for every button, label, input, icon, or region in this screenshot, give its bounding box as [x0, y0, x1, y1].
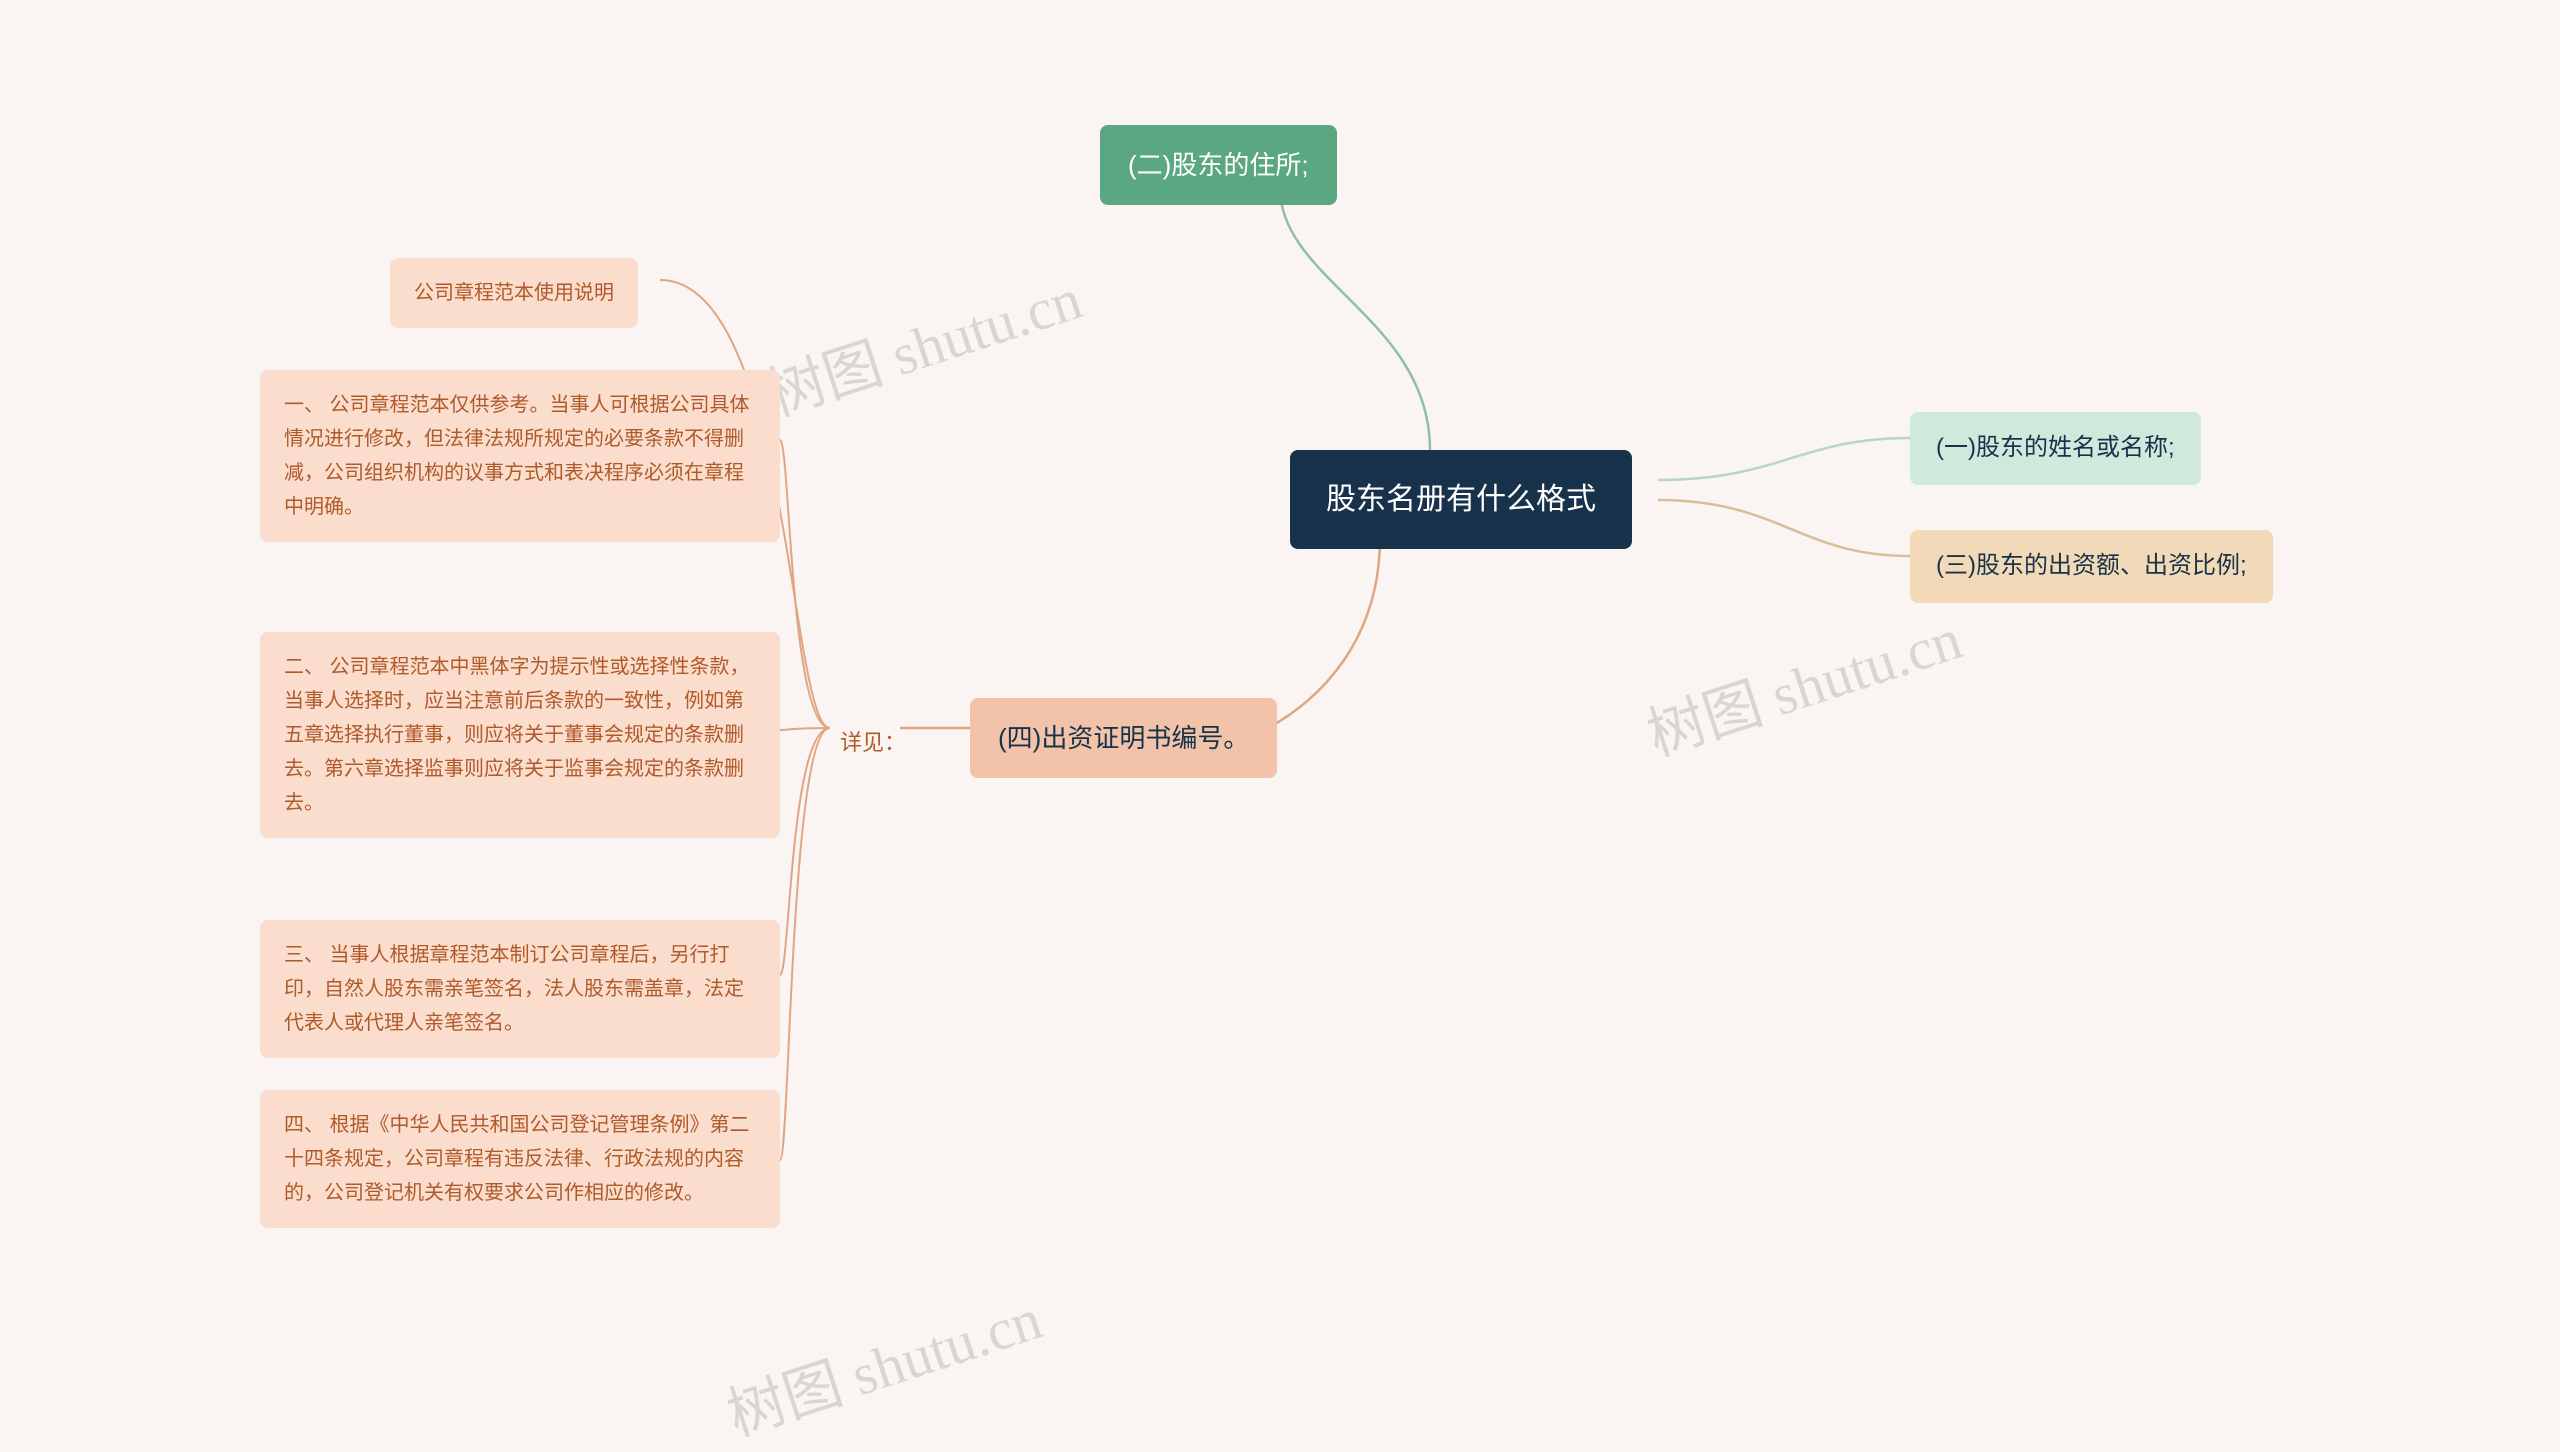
item2-label: (二)股东的住所;	[1128, 150, 1309, 180]
b1-text: 一、 公司章程范本仅供参考。当事人可根据公司具体情况进行修改，但法律法规所规定的…	[284, 394, 750, 518]
watermark: 树图 shutu.cn	[715, 1272, 1050, 1452]
block-b3: 三、 当事人根据章程范本制订公司章程后，另行打印，自然人股东需亲笔签名，法人股东…	[260, 920, 780, 1058]
b0-text: 公司章程范本使用说明	[414, 282, 614, 304]
b4-text: 四、 根据《中华人民共和国公司登记管理条例》第二十四条规定，公司章程有违反法律、…	[284, 1114, 750, 1204]
node-item4: (四)出资证明书编号。	[970, 698, 1277, 778]
detail-label: 详见：	[840, 730, 906, 755]
node-item2: (二)股东的住所;	[1100, 125, 1337, 205]
node-item1: (一)股东的姓名或名称;	[1910, 412, 2201, 485]
b2-text: 二、 公司章程范本中黑体字为提示性或选择性条款，当事人选择时，应当注意前后条款的…	[284, 656, 750, 814]
block-b0: 公司章程范本使用说明	[390, 258, 638, 328]
item4-label: (四)出资证明书编号。	[998, 723, 1249, 753]
node-item3: (三)股东的出资额、出资比例;	[1910, 530, 2273, 603]
item3-label: (三)股东的出资额、出资比例;	[1936, 552, 2247, 579]
block-b1: 一、 公司章程范本仅供参考。当事人可根据公司具体情况进行修改，但法律法规所规定的…	[260, 370, 780, 542]
center-node: 股东名册有什么格式	[1290, 450, 1632, 549]
watermark: 树图 shutu.cn	[755, 252, 1090, 432]
item1-label: (一)股东的姓名或名称;	[1936, 434, 2175, 461]
block-b4: 四、 根据《中华人民共和国公司登记管理条例》第二十四条规定，公司章程有违反法律、…	[260, 1090, 780, 1228]
watermark: 树图 shutu.cn	[1635, 592, 1970, 772]
b3-text: 三、 当事人根据章程范本制订公司章程后，另行打印，自然人股东需亲笔签名，法人股东…	[284, 944, 744, 1034]
detail-label-node: 详见：	[830, 718, 916, 767]
center-label: 股东名册有什么格式	[1326, 483, 1596, 516]
block-b2: 二、 公司章程范本中黑体字为提示性或选择性条款，当事人选择时，应当注意前后条款的…	[260, 632, 780, 838]
